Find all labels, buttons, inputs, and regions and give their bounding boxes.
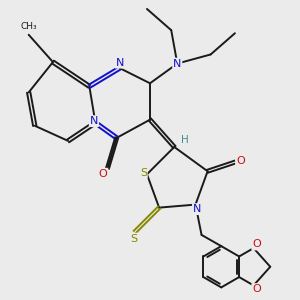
Text: O: O [252,239,261,250]
Text: O: O [252,284,261,294]
Text: CH₃: CH₃ [20,22,37,31]
Text: O: O [99,169,107,179]
Text: N: N [193,204,201,214]
Text: N: N [116,58,124,68]
Text: S: S [130,234,137,244]
Text: O: O [236,156,245,166]
Text: N: N [173,58,182,69]
Text: N: N [90,116,98,126]
Text: H: H [181,135,189,145]
Text: S: S [140,168,147,178]
